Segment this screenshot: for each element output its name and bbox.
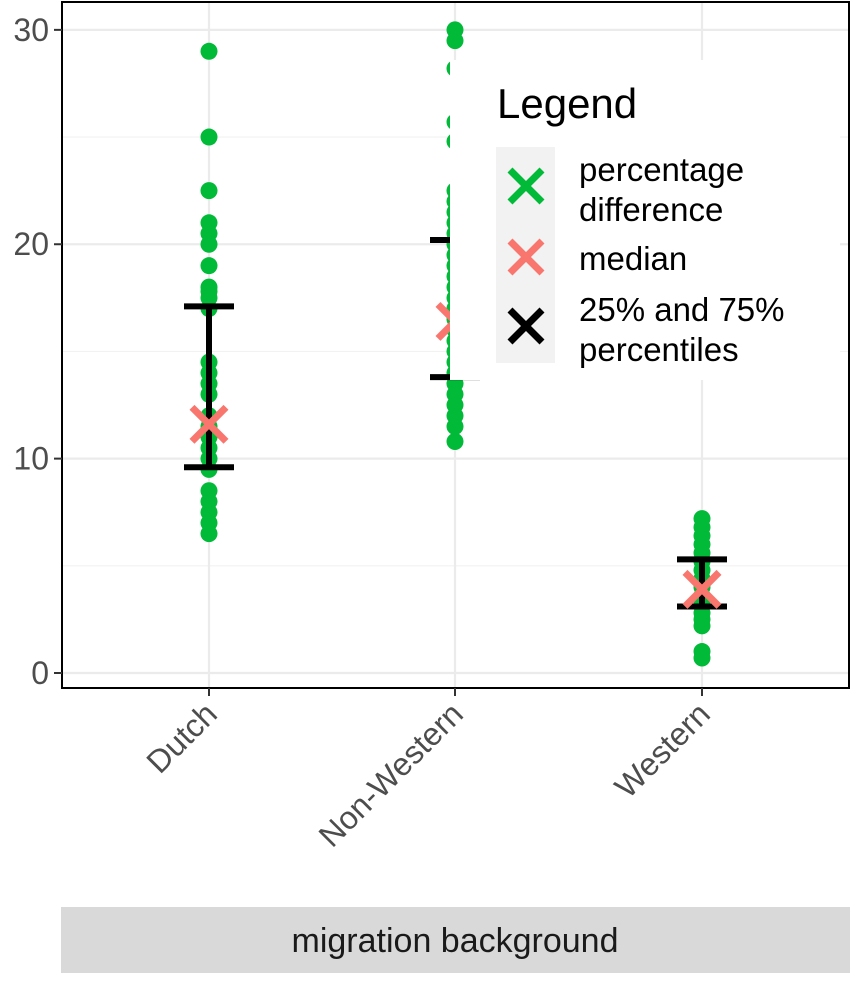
data-point	[446, 32, 464, 50]
legend-label: difference	[579, 191, 723, 228]
data-point	[200, 42, 218, 60]
y-tick-label: 10	[13, 441, 49, 477]
data-point	[200, 525, 218, 543]
data-point	[200, 235, 218, 253]
legend-label: percentage	[579, 151, 744, 188]
data-point	[446, 417, 464, 435]
x-axis-strip-background	[61, 907, 850, 973]
x-axis-strip: migration background	[61, 907, 850, 973]
legend-label: median	[579, 240, 687, 277]
median-marker	[189, 404, 229, 444]
legend-title: Legend	[497, 80, 637, 127]
data-point	[446, 432, 464, 450]
legend-key-percentage-difference	[507, 167, 545, 205]
data-point	[200, 128, 218, 146]
data-point	[693, 617, 711, 635]
x-tick-label: Western	[608, 695, 717, 804]
data-point	[693, 649, 711, 667]
x-tick-label: Non-Western	[312, 695, 470, 853]
data-point	[200, 257, 218, 275]
data-point	[200, 182, 218, 200]
y-tick-label: 20	[13, 226, 49, 262]
legend-key-median	[507, 238, 545, 276]
x-tick-label: Dutch	[139, 695, 224, 780]
y-tick-label: 30	[13, 12, 49, 48]
legend-label: 25% and 75%	[579, 291, 785, 328]
legend-label: percentiles	[579, 331, 739, 368]
median-marker	[682, 569, 722, 609]
x-axis-title: migration background	[292, 922, 619, 960]
y-tick-label: 0	[31, 655, 49, 691]
legend-key-percentiles	[507, 307, 545, 345]
